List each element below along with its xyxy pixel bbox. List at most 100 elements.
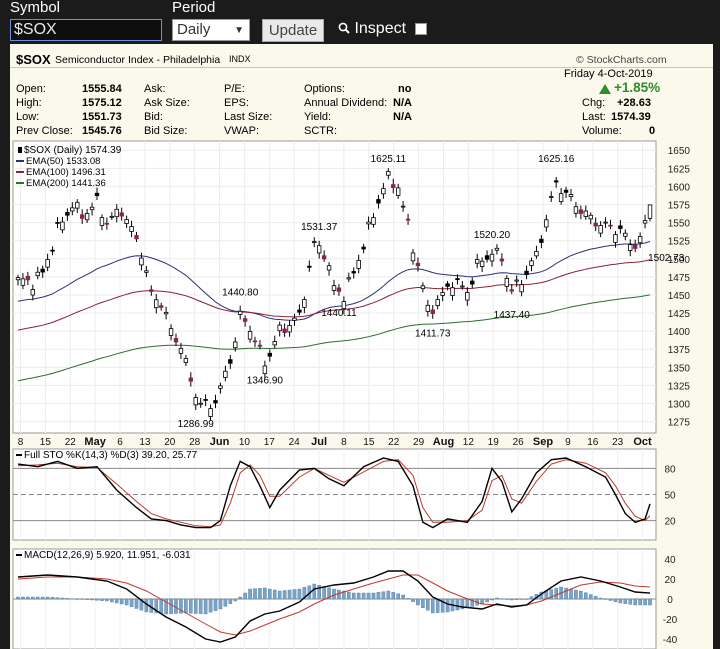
- candle-body: [252, 340, 258, 343]
- candle-body: [144, 270, 149, 273]
- price-candle: [144, 265, 149, 278]
- price-candle: [395, 183, 401, 199]
- macd-histogram-bar: [386, 590, 391, 600]
- candle-body: [450, 287, 455, 296]
- chart-exchange: INDX: [229, 54, 251, 64]
- candle-body: [40, 268, 45, 273]
- candle-body: [94, 192, 100, 197]
- price-candle: [312, 237, 317, 248]
- macd-tick-label: -20: [663, 615, 678, 626]
- candle-body: [420, 285, 426, 290]
- price-candle: [632, 239, 638, 253]
- candle-body: [647, 204, 653, 219]
- candle-body: [20, 278, 26, 286]
- update-button[interactable]: Update: [262, 19, 324, 42]
- x-axis-label: Sep: [533, 436, 553, 448]
- macd-histogram-bar: [134, 598, 139, 609]
- price-candle: [637, 232, 643, 248]
- candle-body: [287, 325, 292, 333]
- price-candle: [50, 246, 55, 256]
- last-value: 1574.39: [611, 111, 651, 123]
- candle-body: [15, 277, 21, 281]
- macd-histogram-bar: [277, 590, 282, 600]
- candle-body: [326, 265, 332, 271]
- candle-body: [628, 244, 633, 251]
- price-candle: [173, 333, 179, 347]
- macd-histogram-bar: [272, 589, 277, 600]
- candle-body: [75, 201, 80, 209]
- inspect-toggle[interactable]: Inspect: [338, 20, 427, 38]
- x-axis-label: 24: [289, 437, 301, 448]
- macd-histogram-bar: [223, 598, 228, 607]
- candle-body: [242, 318, 248, 322]
- macd-tick-label: 40: [664, 555, 676, 566]
- price-candle: [178, 342, 184, 360]
- macd-histogram-bar: [119, 598, 124, 605]
- price-candle: [544, 214, 549, 232]
- macd-histogram-bar: [213, 598, 218, 611]
- price-candle: [341, 296, 347, 315]
- sto-legend-label: Full STO %K(14,3) %D(3) 39.20, 25.77: [24, 450, 198, 461]
- price-annotation: 1411.73: [415, 329, 451, 340]
- candle-body: [504, 277, 510, 287]
- symbol-input[interactable]: [10, 19, 162, 41]
- macd-histogram-bar: [337, 589, 341, 600]
- macd-histogram-bar: [613, 598, 618, 602]
- price-candle: [233, 337, 238, 352]
- price-tick-label: 1575: [668, 201, 691, 212]
- ask-label: Ask:: [144, 83, 166, 95]
- candle-body: [632, 244, 638, 249]
- macd-histogram-bar: [569, 588, 573, 600]
- candle-body: [529, 260, 534, 266]
- candle-body: [302, 299, 307, 308]
- quote-date: Friday 4-Oct-2019: [564, 68, 653, 80]
- macd-histogram-bar: [643, 598, 647, 606]
- macd-histogram-bar: [440, 598, 445, 613]
- price-candle: [386, 168, 391, 180]
- price-candle: [578, 205, 584, 220]
- macd-histogram-bar: [208, 598, 213, 613]
- sto-tick-label: 80: [664, 464, 676, 475]
- symbol-label: Symbol: [10, 0, 61, 16]
- price-candle: [223, 365, 228, 382]
- candle-body: [460, 285, 465, 288]
- candle-body: [425, 304, 431, 312]
- price-candle: [149, 285, 154, 296]
- price-candle: [94, 187, 100, 201]
- candle-body: [593, 222, 598, 227]
- candle-body: [553, 180, 559, 183]
- price-candle: [529, 257, 534, 272]
- macd-histogram-bar: [435, 598, 440, 613]
- sto-tick-label: 20: [664, 517, 676, 528]
- macd-histogram-bar: [184, 598, 188, 614]
- candle-body: [524, 270, 529, 275]
- price-candle: [307, 260, 312, 272]
- price-candle: [603, 217, 608, 228]
- price-candle: [440, 286, 445, 302]
- candle-body: [618, 225, 623, 229]
- sctr-label: SCTR:: [304, 125, 337, 137]
- candle-body: [435, 299, 440, 306]
- macd-histogram-bar: [297, 588, 302, 600]
- macd-histogram-bar: [233, 598, 238, 602]
- price-candle: [257, 340, 263, 350]
- x-axis-label: 16: [587, 437, 599, 448]
- yield-label: Yield:: [304, 111, 332, 123]
- price-candle: [509, 284, 514, 295]
- price-candle: [193, 393, 198, 410]
- price-candle: [163, 306, 169, 320]
- candle-body: [233, 341, 238, 349]
- candle-body: [65, 212, 70, 216]
- legend-ema200: EMA(200) 1441.36: [26, 178, 106, 189]
- price-candle: [55, 217, 60, 229]
- candle-body: [455, 278, 460, 281]
- candle-body: [391, 184, 396, 189]
- price-tick-label: 1450: [668, 291, 691, 302]
- inspect-checkbox[interactable]: [414, 22, 427, 35]
- candle-body: [134, 235, 139, 240]
- macd-histogram-bar: [426, 598, 430, 611]
- price-tick-label: 1500: [668, 255, 691, 266]
- period-select[interactable]: Daily ▼: [172, 19, 250, 41]
- macd-histogram-bar: [35, 596, 40, 600]
- price-candle: [134, 231, 139, 242]
